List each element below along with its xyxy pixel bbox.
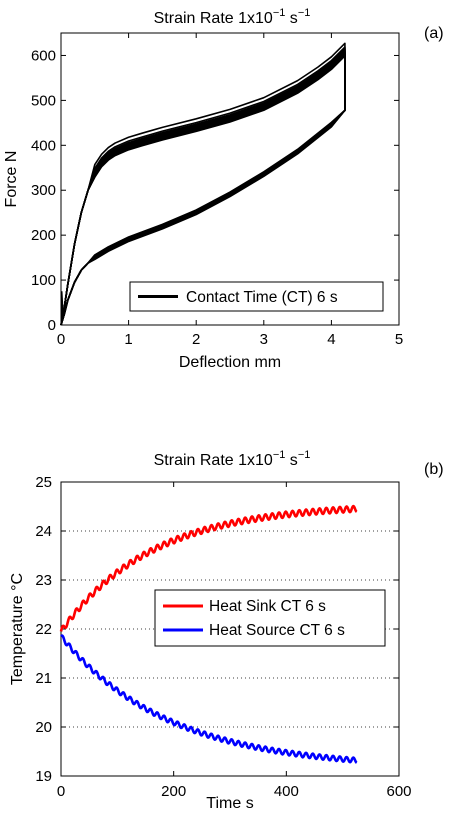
panel-b-lines: [59, 504, 358, 764]
panel-b-heat-source-line: [60, 634, 358, 764]
panel-b-ylabel: Temperature °C: [9, 573, 26, 685]
panel-a: Strain Rate 1x10−1 s−1 (a) 0 1 2 3 4 5 0 100 200…: [3, 7, 444, 371]
panel-b-xtick-label: 600: [386, 783, 411, 800]
panel-b-ytick-label: 23: [35, 572, 52, 589]
panel-a-ytick-label: 100: [31, 272, 56, 289]
panel-b-legend-label-heat-source: Heat Source CT 6 s: [209, 622, 345, 639]
panel-a-xtick-label: 1: [124, 331, 132, 348]
panel-a-ytick-label: 500: [31, 92, 56, 109]
panel-a-ticks: 0 1 2 3 4 5 0 100 200 300 400 500 600: [31, 33, 403, 348]
panel-a-xtick-label: 5: [395, 331, 403, 348]
panel-a-hysteresis-cycle: [60, 55, 346, 326]
panel-b-xlabel: Time s: [206, 795, 253, 812]
panel-b-xtick-label: 0: [57, 783, 65, 800]
panel-a-xtick-label: 3: [260, 331, 268, 348]
panel-b-label: (b): [424, 461, 444, 478]
panel-a-ylabel: Force N: [3, 151, 20, 208]
panel-b-legend: Heat Sink CT 6 s Heat Source CT 6 s: [154, 589, 386, 647]
panel-a-ytick-label: 600: [31, 47, 56, 64]
panel-a-xlabel: Deflection mm: [179, 354, 281, 371]
panel-b-title: Strain Rate 1x10−1 s−1: [154, 449, 311, 469]
panel-b-ticks: 0 200 400 600 19 20 21 22 23 24 25: [35, 474, 411, 800]
panel-a-axes-box: [60, 32, 400, 326]
panel-a-ytick-label: 300: [31, 182, 56, 199]
panel-a-lines: [60, 42, 346, 326]
panel-a-label: (a): [424, 25, 444, 42]
panel-a-initial-spike: [60, 291, 64, 326]
panel-b-ytick-label: 21: [35, 670, 52, 687]
panel-b-ytick-label: 22: [35, 621, 52, 638]
panel-b-legend-label-heat-sink: Heat Sink CT 6 s: [209, 598, 326, 615]
panel-a-title: Strain Rate 1x10−1 s−1: [154, 7, 311, 27]
panel-b-ytick-label: 24: [35, 523, 52, 540]
panel-b-xtick-label: 200: [161, 783, 186, 800]
panel-a-legend-label: Contact Time (CT) 6 s: [186, 289, 338, 306]
panel-b-ytick-label: 19: [35, 768, 52, 785]
panel-a-ytick-label: 0: [48, 317, 56, 334]
panel-b-legend-box: [154, 589, 386, 647]
panel-b-ytick-label: 20: [35, 719, 52, 736]
panel-b-ytick-label: 25: [35, 474, 52, 491]
panel-a-legend: Contact Time (CT) 6 s: [129, 281, 384, 312]
panel-a-xtick-label: 4: [327, 331, 335, 348]
panel-b-xtick-label: 400: [274, 783, 299, 800]
panel-a-xtick-label: 2: [192, 331, 200, 348]
panel-b-heat-sink-line: [59, 504, 358, 632]
panel-a-xtick-label: 0: [57, 331, 65, 348]
panel-b: Strain Rate 1x10−1 s−1 (b) 0 200 400 600 19 2…: [9, 449, 444, 812]
panel-a-ytick-label: 400: [31, 137, 56, 154]
panel-a-ytick-label: 200: [31, 227, 56, 244]
